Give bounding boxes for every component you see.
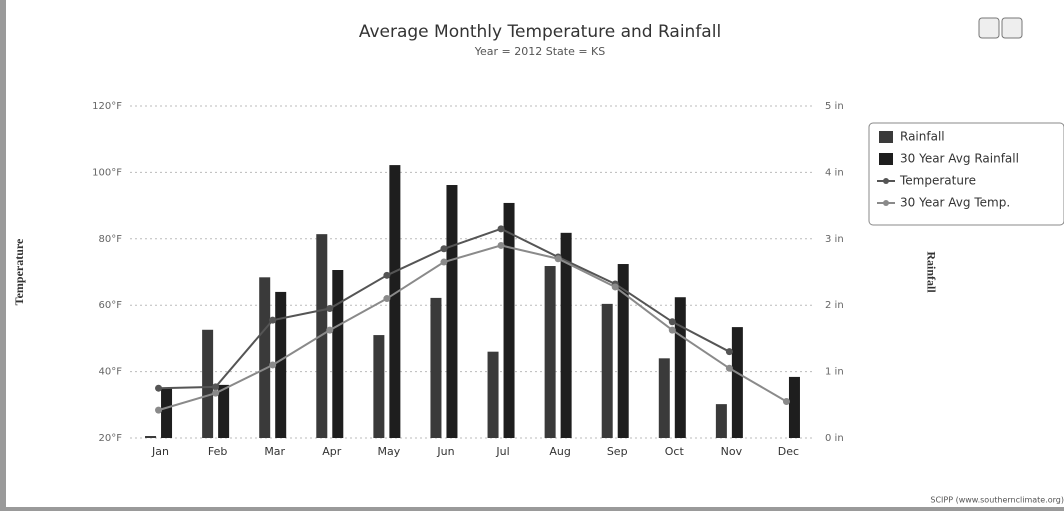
print-button[interactable]: [978, 17, 1000, 39]
point: [611, 283, 619, 291]
y2-tick-label: 0 in: [825, 433, 844, 444]
bar: [674, 297, 686, 438]
legend-swatch: [883, 200, 889, 206]
bar: [617, 264, 629, 438]
y2-tick-label: 2 in: [825, 300, 844, 311]
point: [440, 245, 448, 253]
bar: [332, 270, 344, 438]
bar: [731, 327, 743, 438]
bar: [503, 202, 515, 438]
point: [383, 271, 391, 279]
bar: [430, 297, 442, 438]
bar: [658, 358, 670, 438]
bar: [373, 335, 385, 438]
x-tick-label: Oct: [665, 445, 685, 458]
x-tick-label: Aug: [549, 445, 570, 458]
point: [668, 318, 676, 326]
y-tick-label: 60°F: [99, 300, 123, 311]
chart-subtitle: Year = 2012 State = KS: [474, 45, 606, 58]
source: SCIPP (www.southernclimate.org): [930, 496, 1064, 505]
point: [668, 326, 676, 334]
legend-label: 30 Year Avg Rainfall: [900, 152, 1019, 166]
bar: [788, 376, 800, 438]
y2-axis-title: Rainfall: [924, 251, 938, 293]
y2-tick-label: 1 in: [825, 367, 844, 378]
export-button[interactable]: [1001, 17, 1023, 39]
legend-label: Temperature: [899, 174, 976, 188]
legend-swatch: [883, 178, 889, 184]
legend-swatch: [879, 153, 893, 165]
point: [212, 389, 220, 397]
frame: Average Monthly Temperature and Rainfall…: [6, 0, 1064, 507]
line: [158, 244, 787, 412]
bar: [446, 185, 458, 438]
bar: [145, 436, 157, 438]
legend-swatch: [879, 131, 893, 143]
bar: [218, 384, 230, 438]
point: [326, 326, 334, 334]
bar: [161, 388, 173, 438]
bar: [202, 329, 214, 438]
point: [269, 316, 277, 324]
chart-title: Average Monthly Temperature and Rainfall: [359, 22, 721, 42]
x-tick-label: Feb: [208, 445, 227, 458]
point: [782, 397, 790, 405]
x-tick-label: Mar: [264, 445, 285, 458]
point: [725, 348, 733, 356]
bar: [560, 232, 572, 438]
y-tick-label: 100°F: [92, 167, 122, 178]
bar: [389, 165, 401, 438]
x-tick-label: Jul: [495, 445, 509, 458]
y-tick-label: 20°F: [99, 433, 123, 444]
bar: [715, 404, 727, 438]
x-tick-label: Dec: [778, 445, 799, 458]
point: [155, 384, 163, 392]
y2-tick-label: 4 in: [825, 167, 844, 178]
point: [155, 406, 163, 414]
point: [497, 241, 505, 249]
bar: [487, 351, 499, 438]
legend-label: Rainfall: [900, 130, 945, 144]
point: [554, 255, 562, 263]
y-axis-title: Temperature: [12, 238, 26, 305]
bar: [601, 303, 613, 438]
point: [725, 364, 733, 372]
bar: [275, 291, 287, 438]
point: [212, 383, 220, 391]
y-tick-label: 40°F: [99, 367, 123, 378]
legend-label: 30 Year Avg Temp.: [900, 196, 1010, 210]
x-tick-label: Apr: [322, 445, 342, 458]
bar: [544, 266, 556, 438]
y2-tick-label: 3 in: [825, 234, 844, 245]
chart: Average Monthly Temperature and Rainfall…: [12, 17, 1064, 505]
y2-tick-label: 5 in: [825, 101, 844, 112]
point: [383, 295, 391, 303]
x-tick-label: May: [378, 445, 401, 458]
bar: [259, 277, 271, 438]
y-tick-label: 120°F: [92, 101, 122, 112]
legend-box: [868, 122, 1064, 226]
x-tick-label: Sep: [607, 445, 628, 458]
x-tick-label: Jan: [151, 445, 169, 458]
point: [326, 305, 334, 313]
x-tick-label: Jun: [436, 445, 454, 458]
point: [497, 225, 505, 233]
point: [269, 361, 277, 369]
x-tick-label: Nov: [721, 445, 743, 458]
point: [440, 258, 448, 266]
y-tick-label: 80°F: [99, 234, 123, 245]
